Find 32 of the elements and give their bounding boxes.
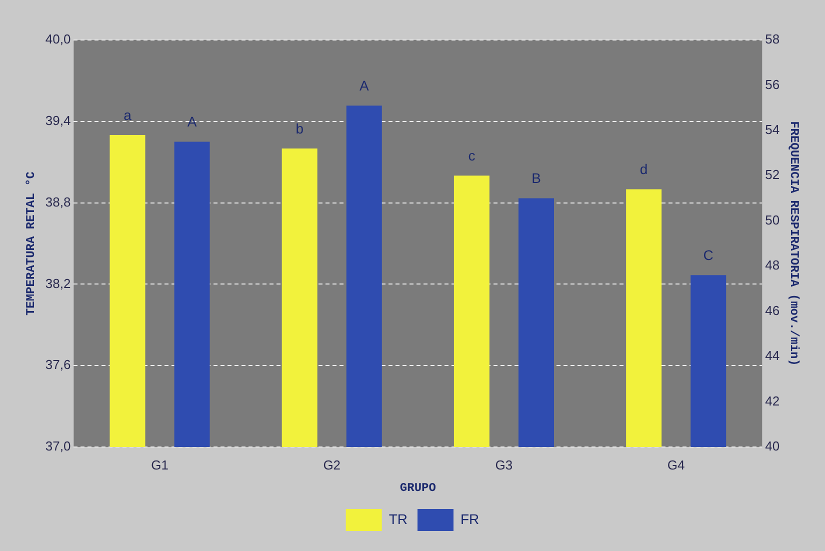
y2-tick-label: 48: [765, 258, 780, 273]
annotation: C: [703, 247, 714, 264]
annotation: A: [359, 77, 370, 94]
y2-tick-label: 44: [765, 348, 780, 364]
annotation: b: [296, 120, 304, 136]
y2-tick-label: 42: [765, 393, 780, 408]
y2-tick-label: 46: [765, 302, 780, 318]
y2-tick-label: 58: [765, 32, 780, 47]
x-tick-label: G2: [323, 457, 341, 472]
y-tick-label: 38,2: [45, 276, 71, 291]
x-tick-label: G3: [495, 457, 513, 472]
y-tick-label: 40,0: [45, 32, 71, 47]
y-tick-label: 39,4: [45, 112, 71, 128]
y2-tick-label: 52: [765, 167, 780, 182]
annotation: B: [532, 170, 541, 186]
y2-tick-label: 50: [765, 212, 780, 228]
y-tick-label: 37,0: [45, 438, 71, 454]
annotation: d: [640, 161, 648, 178]
x-tick-label: G4: [667, 457, 685, 472]
legend-label: FR: [460, 510, 480, 527]
y-tick-label: 37,6: [45, 357, 71, 372]
x-axis-title: GRUPO: [400, 480, 436, 495]
y2-tick-label: 54: [765, 122, 780, 138]
legend-label: TR: [388, 510, 408, 527]
annotation: c: [468, 148, 476, 164]
y2-tick-label: 40: [765, 438, 780, 454]
y-tick-label: 38,8: [45, 194, 71, 210]
annotation: a: [124, 106, 132, 123]
y2-tick-label: 56: [765, 76, 780, 92]
y2-axis-title: FREQUENCIA RESPIRATORIA (mov./min): [786, 121, 801, 366]
x-tick-label: G1: [151, 457, 168, 472]
y-axis-title: TEMPERATURA RETAL °C: [24, 171, 38, 316]
